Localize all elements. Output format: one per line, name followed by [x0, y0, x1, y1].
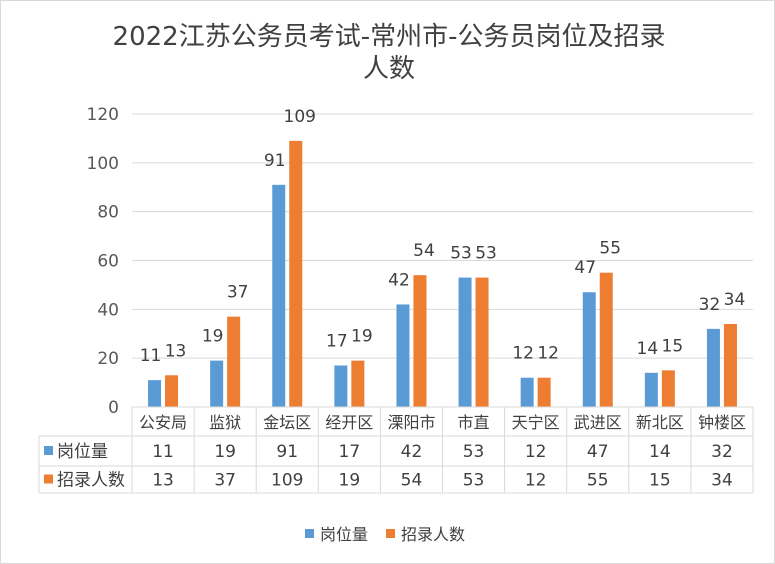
- chart-title-line2: 人数: [363, 54, 415, 84]
- category-label: 武进区: [574, 413, 622, 432]
- table-cell: 53: [463, 471, 485, 491]
- table-cell: 15: [649, 471, 671, 491]
- data-label: 34: [724, 290, 746, 310]
- bar-招录人数: [537, 377, 551, 407]
- category-label: 经开区: [325, 413, 373, 432]
- bar-岗位量: [272, 184, 286, 407]
- data-label: 32: [699, 295, 721, 315]
- bar-岗位量: [706, 328, 720, 407]
- bar-岗位量: [458, 277, 472, 407]
- bar-招录人数: [165, 375, 179, 407]
- data-label: 19: [202, 327, 224, 347]
- category-label: 监狱: [209, 413, 241, 432]
- bar-岗位量: [148, 380, 162, 407]
- bar-招录人数: [289, 140, 303, 407]
- table-cell: 12: [525, 471, 547, 491]
- bar-岗位量: [396, 304, 410, 407]
- data-label: 109: [284, 107, 316, 127]
- table-cell: 11: [152, 442, 174, 462]
- bar-招录人数: [599, 272, 613, 407]
- bar-岗位量: [334, 365, 348, 407]
- table-cell: 91: [276, 442, 298, 462]
- table-cell: 109: [271, 471, 303, 491]
- data-label: 12: [537, 344, 559, 364]
- data-label: 14: [637, 339, 659, 359]
- data-label: 17: [326, 331, 348, 351]
- table-cell: 17: [339, 442, 361, 462]
- y-tick-label: 80: [97, 203, 119, 223]
- data-label: 55: [599, 239, 621, 259]
- table-row-header: 招录人数: [57, 471, 125, 491]
- data-label: 37: [227, 283, 249, 303]
- data-label: 15: [662, 336, 684, 356]
- table-cell: 32: [711, 442, 733, 462]
- table-cell: 12: [525, 442, 547, 462]
- table-cell: 13: [152, 471, 174, 491]
- table-legend-key: [44, 446, 53, 455]
- y-tick-label: 0: [108, 398, 119, 418]
- bars: [148, 140, 737, 407]
- category-label: 溧阳市: [387, 413, 435, 432]
- data-label: 53: [475, 244, 497, 264]
- table-cell: 54: [401, 471, 423, 491]
- legend-key: [386, 529, 395, 538]
- y-tick-label: 40: [97, 300, 119, 320]
- y-tick-label: 120: [87, 105, 119, 125]
- category-label: 天宁区: [512, 413, 560, 432]
- table-legend-key: [44, 474, 53, 484]
- bar-岗位量: [520, 377, 534, 407]
- data-label: 47: [574, 258, 596, 278]
- table-cell: 19: [214, 442, 236, 462]
- table-cell: 42: [401, 442, 423, 462]
- table-cell: 34: [711, 471, 733, 491]
- legend-label: 岗位量: [320, 525, 368, 544]
- y-tick-label: 20: [97, 349, 119, 369]
- bar-招录人数: [413, 275, 427, 407]
- bar-岗位量: [210, 360, 224, 407]
- gridlines: [132, 113, 753, 408]
- table-cell: 55: [587, 471, 609, 491]
- data-label: 42: [388, 270, 410, 290]
- legend: 岗位量 招录人数: [305, 525, 465, 544]
- data-label: 12: [512, 344, 534, 364]
- table-cell: 14: [649, 442, 671, 462]
- bar-招录人数: [351, 360, 365, 407]
- data-label: 53: [450, 244, 472, 264]
- category-label: 公安局: [139, 413, 187, 432]
- data-label: 19: [351, 327, 373, 347]
- legend-label: 招录人数: [401, 525, 465, 544]
- bar-岗位量: [644, 372, 658, 407]
- bar-招录人数: [661, 370, 675, 407]
- bar-岗位量: [582, 292, 596, 407]
- data-label: 54: [413, 241, 435, 261]
- data-label: 11: [140, 346, 162, 366]
- table-row-header: 岗位量: [57, 442, 108, 462]
- table-cell: 53: [463, 442, 485, 462]
- data-label: 13: [165, 341, 187, 361]
- table-cell: 37: [214, 471, 236, 491]
- bar-招录人数: [227, 316, 241, 407]
- data-label: 91: [264, 151, 286, 171]
- table-cell: 19: [339, 471, 361, 491]
- bar-招录人数: [475, 277, 489, 407]
- y-tick-label: 60: [97, 252, 119, 272]
- legend-key: [305, 529, 314, 538]
- category-label: 钟楼区: [698, 413, 746, 432]
- category-label: 金坛区: [263, 413, 311, 432]
- y-axis-ticks: 0 20 40 60 80 100 120: [87, 105, 119, 418]
- y-tick-label: 100: [87, 154, 119, 174]
- table-cell: 47: [587, 442, 609, 462]
- category-label: 市直: [458, 413, 490, 432]
- category-label: 新北区: [636, 413, 684, 432]
- chart-title-line1: 2022江苏公务员考试-常州市-公务员岗位及招录: [113, 22, 666, 52]
- bar-招录人数: [723, 323, 737, 407]
